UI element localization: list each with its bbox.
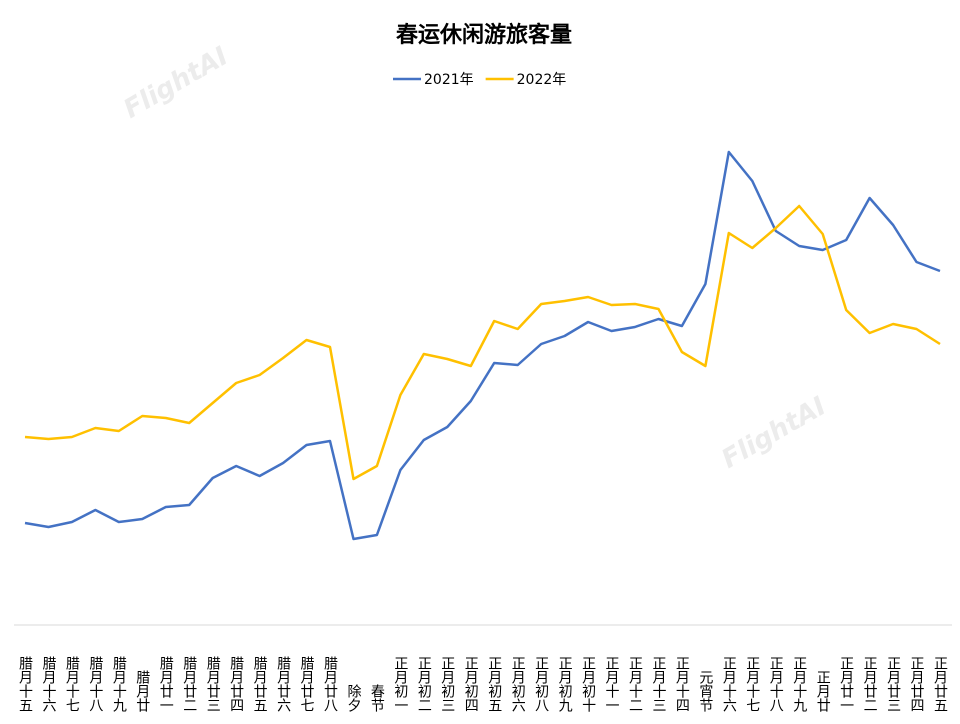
series-line bbox=[24, 204, 941, 481]
x-tick-label: 腊月廿七 bbox=[299, 656, 315, 712]
x-tick-label: 腊月廿六 bbox=[275, 656, 291, 712]
x-tick-label: 腊月十八 bbox=[87, 656, 103, 712]
chart-title: 春运休闲游旅客量 bbox=[396, 22, 572, 48]
watermark: FlightAI bbox=[119, 41, 234, 125]
legend-label: 2022年 bbox=[517, 72, 567, 88]
x-tick-label: 正月十九 bbox=[791, 656, 807, 713]
x-tick-label: 正月廿四 bbox=[909, 656, 925, 712]
x-tick-label: 腊月廿四 bbox=[228, 656, 244, 712]
x-tick-label: 正月十八 bbox=[768, 656, 784, 712]
x-tick-label: 正月廿三 bbox=[885, 656, 901, 712]
x-tick-label: 正月廿五 bbox=[932, 656, 948, 712]
x-tick-label: 腊月廿三 bbox=[205, 656, 221, 712]
watermark: FlightAI bbox=[717, 391, 832, 475]
series-line bbox=[24, 150, 941, 541]
x-tick-label: 正月廿 bbox=[815, 670, 831, 712]
x-tick-label: 正月初十 bbox=[580, 656, 596, 712]
x-tick-label: 除夕 bbox=[345, 684, 361, 712]
x-tick-label: 正月十一 bbox=[604, 656, 620, 712]
x-tick-label: 正月十六 bbox=[721, 656, 737, 712]
legend-label: 2021年 bbox=[424, 72, 474, 88]
x-tick-label: 正月初一 bbox=[392, 656, 408, 712]
x-tick-label: 正月初四 bbox=[463, 656, 479, 712]
x-tick-label: 正月初八 bbox=[533, 656, 549, 712]
x-tick-label: 正月初六 bbox=[510, 656, 526, 712]
x-tick-label: 腊月十七 bbox=[64, 656, 80, 712]
x-tick-label: 正月初九 bbox=[557, 656, 573, 713]
x-tick-label: 腊月十九 bbox=[111, 656, 127, 713]
x-tick-label: 正月初三 bbox=[439, 656, 455, 712]
x-tick-label: 腊月十五 bbox=[17, 656, 33, 712]
x-tick-label: 正月初五 bbox=[486, 656, 502, 712]
x-tick-label: 腊月廿二 bbox=[181, 656, 197, 712]
x-tick-label: 正月十三 bbox=[650, 656, 666, 712]
x-tick-label: 腊月廿八 bbox=[322, 656, 338, 712]
x-tick-label: 腊月廿 bbox=[134, 670, 150, 712]
x-tick-label: 腊月十六 bbox=[40, 656, 56, 712]
x-tick-label: 正月初二 bbox=[416, 656, 432, 712]
x-tick-label: 元宵节 bbox=[697, 670, 713, 712]
x-tick-label: 正月十二 bbox=[627, 656, 643, 712]
x-tick-label: 春节 bbox=[369, 684, 385, 712]
x-tick-label: 腊月廿五 bbox=[252, 656, 268, 712]
x-tick-label: 正月廿二 bbox=[862, 656, 878, 712]
x-tick-label: 正月十四 bbox=[674, 656, 690, 712]
x-tick-label: 正月廿一 bbox=[838, 656, 854, 712]
x-tick-label: 腊月廿一 bbox=[158, 656, 174, 712]
x-tick-label: 正月十七 bbox=[744, 656, 760, 712]
